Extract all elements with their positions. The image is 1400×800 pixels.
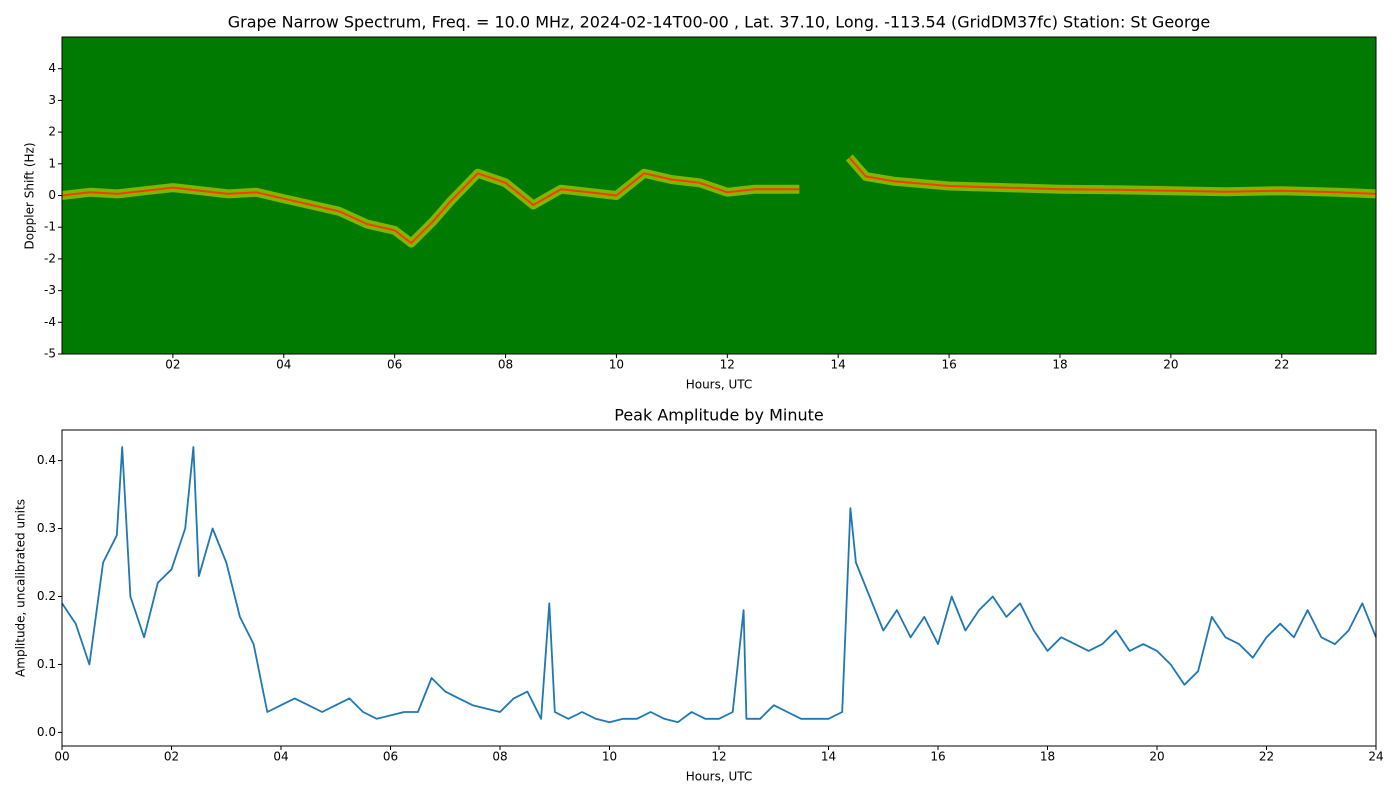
y-tick-label: -5 xyxy=(44,347,56,361)
x-tick-label: 24 xyxy=(1368,750,1383,764)
y-tick-label: -2 xyxy=(44,251,56,265)
x-tick-label: 22 xyxy=(1274,358,1289,372)
y-tick-label: 3 xyxy=(48,93,56,107)
x-tick-label: 12 xyxy=(711,750,726,764)
x-tick-label: 02 xyxy=(165,358,180,372)
x-tick-label: 10 xyxy=(602,750,617,764)
x-tick-label: 14 xyxy=(831,358,846,372)
y-tick-label: -4 xyxy=(44,315,56,329)
y-tick-label: -3 xyxy=(44,283,56,297)
x-tick-label: 04 xyxy=(273,750,288,764)
y-tick-label: 1 xyxy=(48,156,56,170)
y-tick-label: 0.1 xyxy=(37,657,56,671)
y-tick-label: 0.3 xyxy=(37,521,56,535)
x-tick-label: 08 xyxy=(492,750,507,764)
amplitude-line xyxy=(61,446,1377,724)
x-tick-label: 12 xyxy=(720,358,735,372)
x-axis-label: Hours, UTC xyxy=(686,378,753,392)
x-tick-label: 02 xyxy=(164,750,179,764)
x-tick-label: 18 xyxy=(1040,750,1055,764)
x-tick-label: 14 xyxy=(821,750,836,764)
y-axis-label: Doppler Shift (Hz) xyxy=(23,142,37,249)
doppler-trace xyxy=(848,156,1377,195)
x-axis-label: Hours, UTC xyxy=(686,770,753,784)
y-tick-label: -1 xyxy=(44,220,56,234)
chart-title: Grape Narrow Spectrum, Freq. = 10.0 MHz,… xyxy=(228,13,1211,32)
doppler-trace xyxy=(61,172,800,245)
y-tick-label: 0.0 xyxy=(37,725,56,739)
y-tick-label: 2 xyxy=(48,125,56,139)
y-tick-label: 0.2 xyxy=(37,589,56,603)
x-tick-label: 00 xyxy=(54,750,69,764)
chart-title: Peak Amplitude by Minute xyxy=(614,406,824,425)
x-tick-label: 04 xyxy=(276,358,291,372)
x-tick-label: 22 xyxy=(1259,750,1274,764)
x-tick-label: 08 xyxy=(498,358,513,372)
x-tick-label: 20 xyxy=(1163,358,1178,372)
x-tick-label: 16 xyxy=(930,750,945,764)
y-tick-label: 0.4 xyxy=(37,453,56,467)
y-tick-label: 0 xyxy=(48,188,56,202)
x-tick-label: 06 xyxy=(383,750,398,764)
x-tick-label: 20 xyxy=(1149,750,1164,764)
y-tick-label: 4 xyxy=(48,61,56,75)
x-tick-label: 06 xyxy=(387,358,402,372)
x-tick-label: 10 xyxy=(609,358,624,372)
x-tick-label: 18 xyxy=(1052,358,1067,372)
y-axis-label: Amplitude, uncalibrated units xyxy=(14,499,28,677)
plot-frame xyxy=(61,429,1377,747)
x-tick-label: 16 xyxy=(941,358,956,372)
